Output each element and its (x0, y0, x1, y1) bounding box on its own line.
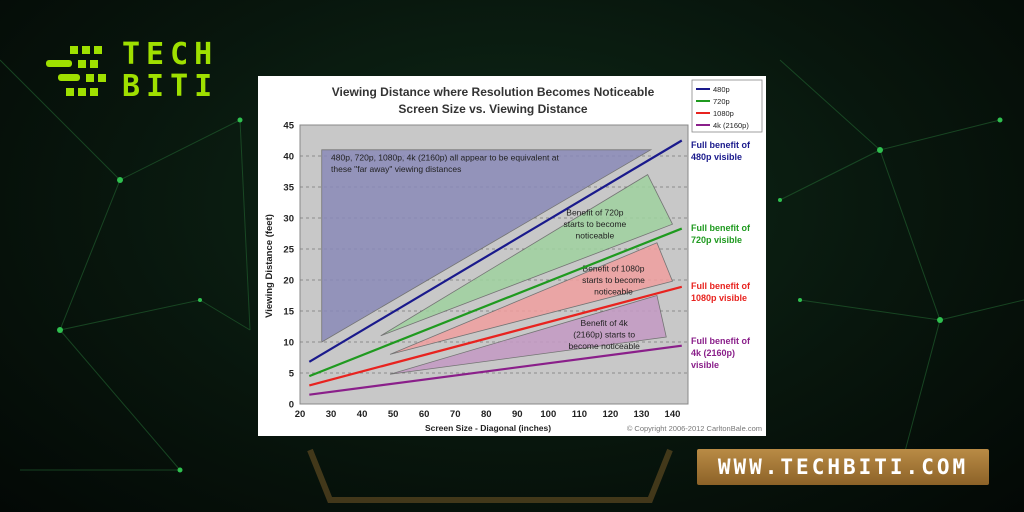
x-tick-label: 70 (450, 409, 461, 420)
series-line (308, 139, 683, 363)
region-label: 480p, 720p, 1080p, 4k (2160p) all appear… (331, 152, 559, 174)
chart-subtitle: Screen Size vs. Viewing Distance (398, 102, 588, 116)
series-end-label: Full benefit of 720p visible (691, 223, 751, 245)
region-triangle (389, 294, 667, 375)
x-tick-label: 120 (602, 409, 618, 420)
x-tick-label: 80 (481, 409, 492, 420)
series-end-label: Full benefit of 480p visible (691, 140, 751, 162)
copyright-text: © Copyright 2006-2012 CarltonBale.com (627, 424, 762, 433)
series-line (308, 227, 683, 378)
x-tick-label: 140 (665, 409, 681, 420)
x-tick-label: 20 (295, 409, 306, 420)
logo-line-1: TECH (122, 37, 219, 72)
y-tick-label: 5 (289, 369, 295, 380)
y-tick-label: 30 (283, 214, 294, 225)
x-tick-label: 40 (357, 409, 368, 420)
y-axis-label: Viewing Distance (feet) (264, 214, 275, 318)
y-tick-label: 0 (289, 400, 294, 411)
series-line (309, 344, 682, 396)
series-end-label: Full benefit of 4k (2160p) visible (691, 336, 751, 370)
legend-entry: 480p (713, 85, 730, 94)
chart-title: Viewing Distance where Resolution Become… (332, 85, 655, 99)
y-tick-label: 20 (283, 276, 294, 287)
series-line (309, 285, 683, 387)
website-url: WWW.TECHBITI.COM (717, 455, 969, 479)
x-axis-label: Screen Size - Diagonal (inches) (425, 423, 551, 433)
legend-entry: 1080p (713, 109, 734, 118)
legend-entry: 4k (2160p) (713, 121, 749, 130)
region-label: Benefit of 720p starts to become noticeabl… (563, 208, 626, 241)
series-end-label: Full benefit of 1080p visible (691, 281, 751, 303)
y-tick-label: 40 (283, 152, 294, 163)
x-tick-label: 90 (512, 409, 523, 420)
y-tick-label: 35 (283, 183, 294, 194)
tv-stand-graphic (307, 448, 673, 503)
circuit-logo-icon (46, 46, 106, 96)
x-tick-label: 30 (326, 409, 337, 420)
x-tick-label: 100 (540, 409, 556, 420)
y-tick-label: 10 (283, 338, 294, 349)
techbiti-logo: TECH BITI (40, 40, 240, 110)
region-triangle (380, 174, 674, 337)
y-tick-label: 45 (283, 121, 294, 132)
legend-entry: 720p (713, 97, 730, 106)
viewing-distance-chart: 480p, 720p, 1080p, 4k (2160p) all appear… (264, 79, 763, 433)
x-tick-label: 130 (634, 409, 650, 420)
y-tick-label: 25 (283, 245, 294, 256)
y-tick-label: 15 (283, 307, 294, 318)
chart-card: 480p, 720p, 1080p, 4k (2160p) all appear… (258, 76, 766, 436)
region-label: Benefit of 1080p starts to become noticeab… (582, 263, 645, 296)
x-tick-label: 50 (388, 409, 399, 420)
region-label: Benefit of 4k (2160p) starts to become not… (569, 318, 641, 351)
logo-wordmark: TECH BITI (122, 40, 218, 104)
website-badge: WWW.TECHBITI.COM (697, 449, 989, 485)
logo-line-2: BITI (122, 69, 219, 104)
region-triangle (321, 149, 653, 343)
region-triangle (389, 242, 674, 355)
x-tick-label: 110 (572, 409, 587, 420)
x-tick-label: 60 (419, 409, 430, 420)
